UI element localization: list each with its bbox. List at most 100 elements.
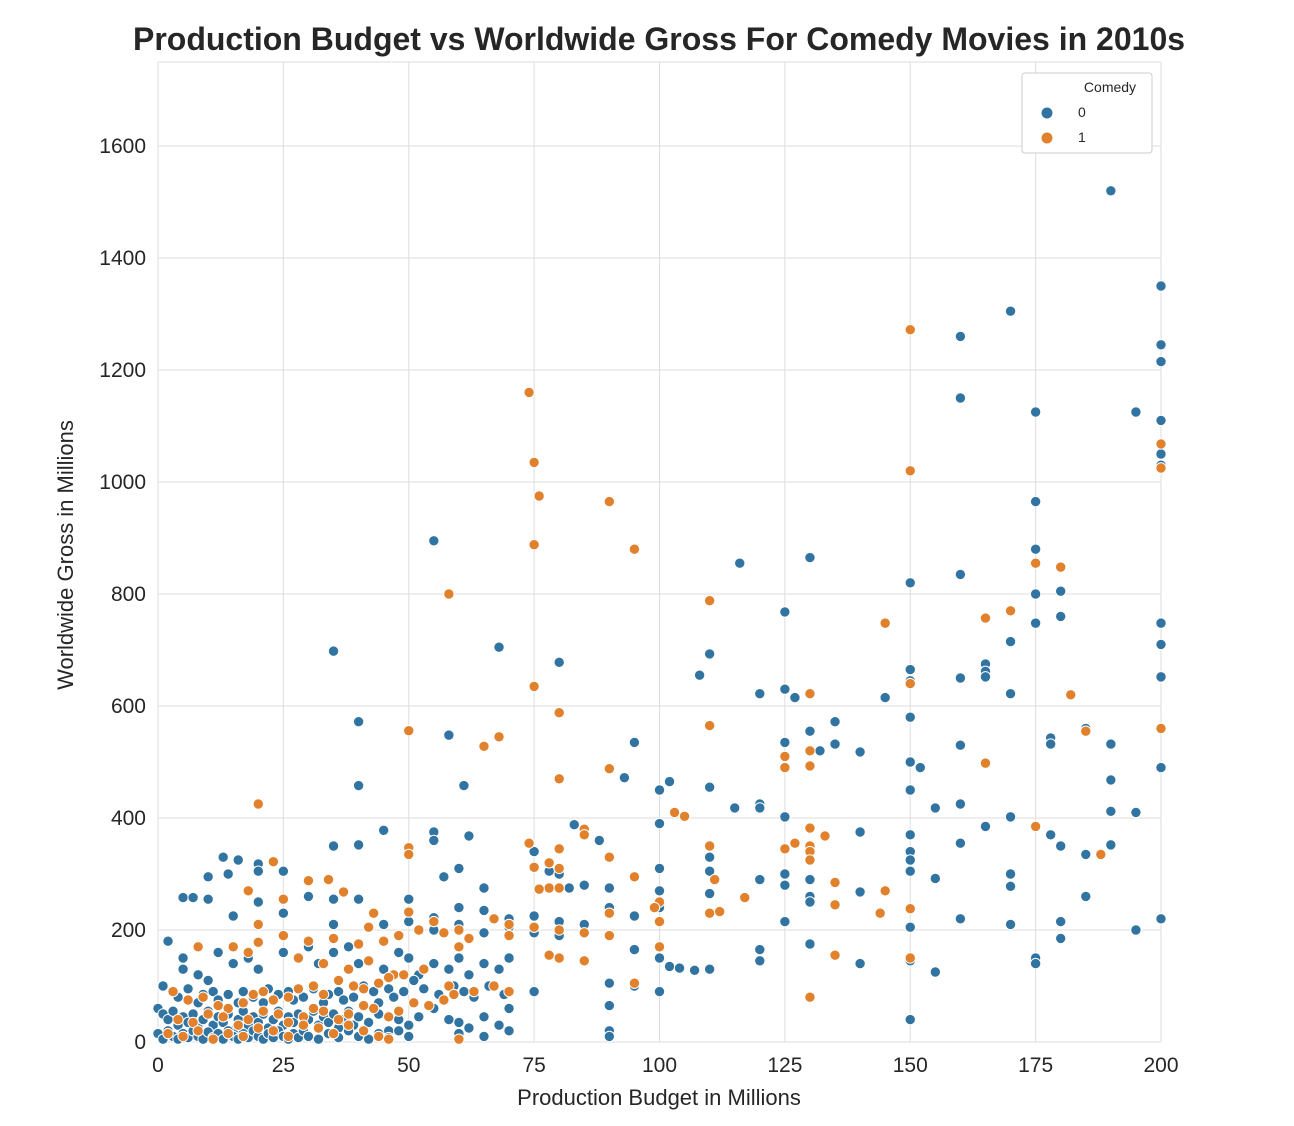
data-point-series-0 — [929, 872, 942, 885]
y-tick-label: 0 — [134, 1031, 146, 1054]
data-point-series-1 — [317, 957, 330, 970]
data-point-series-1 — [628, 871, 641, 883]
data-point-series-1 — [252, 918, 264, 931]
data-point-series-0 — [222, 988, 234, 1001]
data-point-series-1 — [528, 921, 540, 933]
data-point-series-1 — [377, 935, 390, 947]
data-point-series-0 — [352, 957, 365, 970]
data-point-series-0 — [1029, 495, 1042, 508]
data-point-series-0 — [754, 802, 766, 814]
data-point-series-0 — [1029, 543, 1042, 555]
data-point-series-0 — [603, 1030, 616, 1043]
data-point-series-1 — [382, 1011, 395, 1023]
data-point-series-0 — [327, 893, 340, 905]
data-point-series-1 — [438, 927, 450, 939]
y-tick-label: 1000 — [99, 471, 146, 494]
data-point-series-1 — [463, 932, 475, 945]
data-point-series-1 — [503, 929, 515, 942]
data-point-series-0 — [352, 715, 365, 728]
data-point-series-1 — [904, 952, 916, 964]
data-point-series-1 — [879, 885, 891, 897]
data-point-series-0 — [312, 1033, 325, 1045]
data-point-series-0 — [663, 960, 676, 973]
data-point-series-0 — [954, 568, 967, 581]
data-point-series-0 — [688, 964, 701, 977]
x-tick-label: 175 — [1018, 1054, 1053, 1077]
data-point-series-1 — [242, 885, 254, 897]
data-point-series-1 — [357, 1025, 370, 1037]
data-point-series-0 — [463, 1022, 475, 1034]
data-point-series-1 — [553, 773, 565, 785]
data-point-series-1 — [252, 798, 264, 810]
data-point-series-0 — [929, 966, 942, 978]
data-point-series-0 — [929, 802, 942, 814]
data-point-series-1 — [533, 883, 545, 895]
grid — [157, 61, 1162, 1043]
data-point-series-1 — [182, 994, 194, 1006]
data-point-series-1 — [804, 687, 816, 700]
data-point-series-1 — [357, 999, 370, 1012]
data-point-series-0 — [628, 943, 641, 956]
data-point-series-1 — [578, 955, 590, 967]
data-point-series-1 — [252, 936, 264, 949]
data-point-series-0 — [1004, 635, 1017, 648]
data-point-series-1 — [819, 830, 831, 842]
x-tick-label: 25 — [272, 1054, 295, 1077]
data-point-series-0 — [1055, 585, 1067, 597]
data-point-series-0 — [438, 871, 450, 883]
data-point-series-0 — [879, 691, 891, 704]
x-tick-label: 200 — [1143, 1054, 1178, 1077]
data-point-series-0 — [1029, 588, 1042, 600]
data-point-series-1 — [453, 941, 465, 953]
data-point-series-1 — [423, 999, 435, 1012]
data-point-series-0 — [954, 837, 967, 849]
data-point-series-0 — [603, 977, 616, 989]
data-point-series-1 — [357, 983, 370, 995]
data-point-series-1 — [543, 882, 555, 894]
data-point-series-1 — [398, 969, 410, 981]
data-point-series-0 — [754, 955, 766, 967]
data-point-series-1 — [372, 977, 385, 989]
data-point-series-1 — [603, 763, 616, 775]
data-point-series-1 — [478, 740, 490, 753]
data-point-series-1 — [217, 1011, 229, 1023]
data-point-series-1 — [232, 1019, 244, 1031]
data-point-series-0 — [904, 784, 916, 796]
data-point-series-0 — [398, 985, 410, 998]
data-point-series-0 — [207, 985, 219, 998]
data-point-series-0 — [603, 999, 616, 1012]
data-point-series-0 — [954, 330, 967, 343]
data-point-series-1 — [403, 724, 415, 737]
data-point-series-1 — [202, 1008, 214, 1020]
data-point-series-1 — [628, 977, 641, 989]
data-point-series-1 — [307, 980, 320, 992]
data-point-series-0 — [804, 896, 816, 908]
y-tick-label: 800 — [111, 583, 146, 606]
data-point-series-0 — [954, 739, 967, 751]
data-point-series-0 — [277, 946, 290, 959]
data-point-series-1 — [162, 1027, 174, 1040]
data-point-series-1 — [247, 988, 259, 1001]
data-point-series-0 — [337, 994, 350, 1006]
data-point-series-1 — [904, 323, 916, 336]
data-point-series-0 — [453, 1016, 465, 1029]
data-point-series-1 — [648, 901, 661, 914]
data-point-series-1 — [1080, 725, 1092, 737]
x-tick-labels: 0 25 50 75 100 125 150 175 200 — [152, 1054, 1178, 1077]
data-point-series-1 — [1065, 689, 1077, 701]
data-point-series-1 — [603, 929, 616, 942]
data-point-series-0 — [202, 974, 214, 987]
data-point-series-1 — [453, 1033, 465, 1045]
data-point-series-1 — [197, 991, 209, 1003]
data-point-series-1 — [804, 745, 816, 757]
data-points — [152, 185, 1167, 1045]
data-point-series-0 — [478, 882, 490, 894]
y-tick-labels: 0 200 400 600 800 1000 1200 1400 1600 — [99, 135, 146, 1054]
data-point-series-0 — [754, 687, 766, 700]
data-point-series-1 — [789, 837, 801, 849]
data-point-series-0 — [1055, 915, 1067, 928]
data-point-series-1 — [829, 899, 841, 911]
data-point-series-1 — [879, 617, 891, 629]
data-point-series-0 — [182, 983, 194, 995]
data-point-series-0 — [1155, 414, 1167, 427]
